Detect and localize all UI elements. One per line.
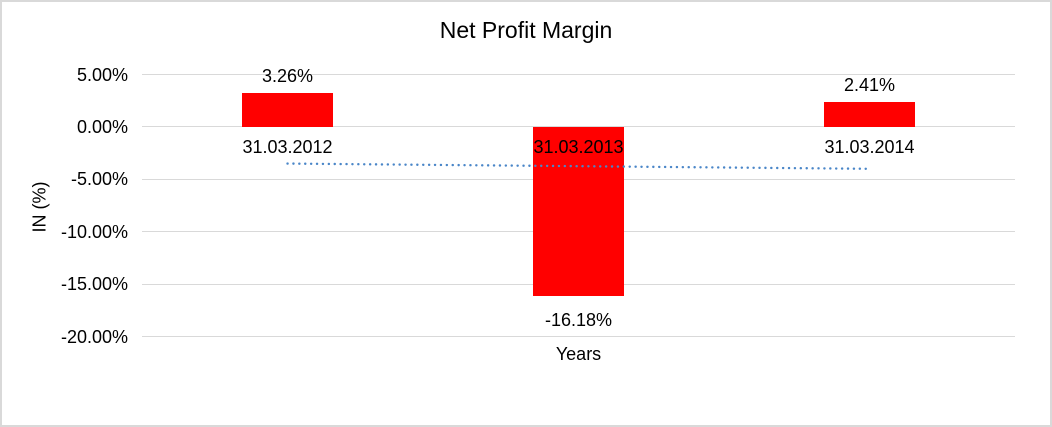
bar-31.03.2012 [242, 92, 333, 127]
chart-title: Net Profit Margin [439, 17, 613, 43]
gridline [142, 336, 1015, 337]
data-label: -16.18% [544, 310, 613, 331]
data-label: 2.41% [843, 74, 896, 95]
y-axis-tick-label: 5.00% [76, 64, 128, 85]
category-label: 31.03.2013 [533, 137, 624, 158]
category-label: 31.03.2012 [242, 137, 333, 158]
x-axis-title: Years [555, 344, 602, 364]
y-axis-tick-label: -15.00% [60, 274, 128, 295]
bar-31.03.2014 [824, 101, 915, 127]
y-axis-tick-label: -5.00% [70, 169, 128, 190]
category-label: 31.03.2014 [824, 137, 915, 158]
y-axis-tick-label: -20.00% [60, 326, 128, 347]
data-label: 3.26% [261, 65, 314, 86]
bar-31.03.2013 [533, 126, 624, 297]
y-axis-tick-label: -10.00% [60, 221, 128, 242]
y-axis-tick-label: 0.00% [76, 116, 128, 137]
gridline [142, 74, 1015, 75]
